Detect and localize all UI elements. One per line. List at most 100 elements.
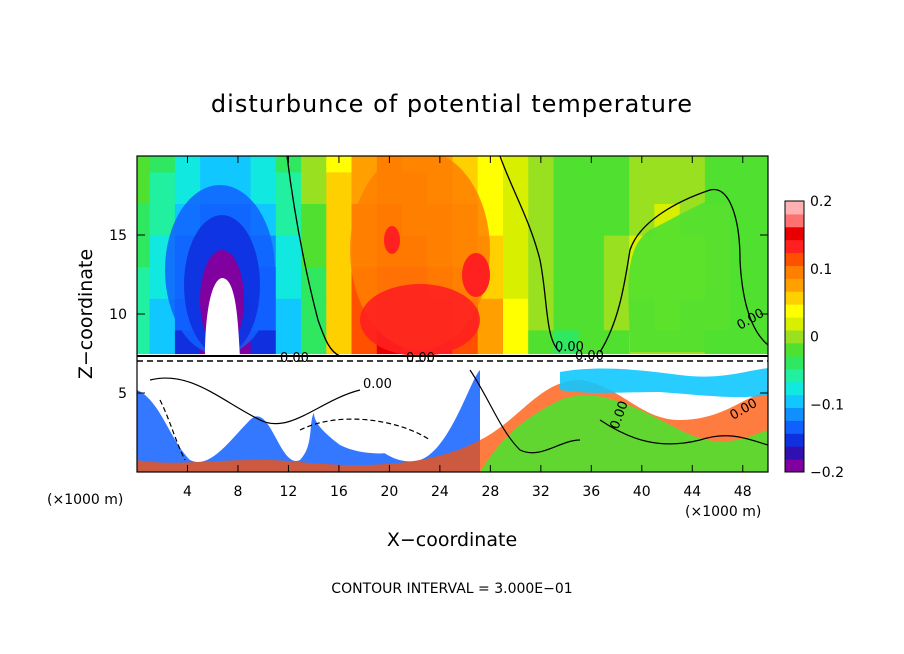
heatmap-cell bbox=[755, 171, 768, 204]
heatmap-cell bbox=[755, 266, 768, 299]
heatmap-cell bbox=[250, 156, 277, 173]
colorbar-segment bbox=[785, 355, 804, 370]
green-region-blob bbox=[628, 197, 768, 352]
x-tick-label: 48 bbox=[734, 484, 752, 500]
heatmap-cell bbox=[326, 235, 353, 268]
colorbar-segment bbox=[785, 420, 804, 434]
contour-interval-note: CONTOUR INTERVAL = 3.000E−01 bbox=[331, 581, 572, 597]
x-tick-label: 8 bbox=[233, 484, 242, 500]
heatmap-cell bbox=[200, 156, 226, 173]
heatmap-cell bbox=[137, 203, 151, 236]
x-axis: 4 8 12 16 20 24 28 32 36 40 44 48 bbox=[183, 156, 752, 500]
colorbar-segment bbox=[785, 278, 804, 292]
heatmap-cell bbox=[503, 329, 529, 355]
heatmap-cell bbox=[553, 171, 580, 204]
contour-label: 0.00 bbox=[363, 377, 392, 392]
x-tick-label: 20 bbox=[380, 484, 398, 500]
x-tick-label: 28 bbox=[481, 484, 499, 500]
colorbar-tick-label: 0.1 bbox=[810, 262, 832, 278]
heatmap-cell bbox=[301, 235, 327, 268]
x-unit-left: (×1000 m) bbox=[47, 492, 123, 508]
heatmap-cell bbox=[477, 329, 504, 355]
contour-label: 0.00 bbox=[406, 351, 435, 366]
heatmap-cell bbox=[553, 203, 580, 236]
zero-contour bbox=[499, 156, 561, 353]
heatmap-cell bbox=[654, 171, 681, 204]
colorbar-segment bbox=[785, 381, 804, 396]
heatmap-cell bbox=[149, 156, 176, 173]
heatmap-cell bbox=[174, 156, 201, 173]
colorbar-tick-label: −0.1 bbox=[810, 397, 844, 413]
plot-area: 0.00 0.00 0.00 0.00 0.00 0.00 0.00 0.00 bbox=[136, 155, 769, 473]
colorbar-segment bbox=[785, 343, 804, 357]
cold-core-blob bbox=[205, 278, 240, 356]
heatmap-cell bbox=[603, 171, 630, 204]
heatmap-cell bbox=[578, 298, 605, 331]
zero-contour bbox=[599, 189, 768, 353]
heatmap-cell bbox=[503, 298, 529, 331]
heatmap-cell bbox=[603, 203, 630, 236]
heatmap-cell bbox=[477, 171, 504, 204]
warm-plume-blob bbox=[360, 284, 480, 356]
heatmap-cell bbox=[603, 329, 630, 355]
colorbar-segment bbox=[785, 201, 804, 215]
heatmap-cell bbox=[553, 156, 580, 173]
chart-title: disturbunce of potential temperature bbox=[211, 90, 693, 118]
heatmap-cell bbox=[553, 298, 580, 331]
contour-label: 0.00 bbox=[555, 340, 584, 355]
heatmap-cell bbox=[679, 156, 706, 173]
heatmap-cell bbox=[755, 156, 768, 173]
colorbar-tick-label: −0.2 bbox=[810, 465, 844, 481]
heatmap-cell bbox=[528, 329, 554, 355]
heatmap-cell bbox=[137, 235, 151, 268]
heatmap-cell bbox=[326, 266, 353, 299]
heatmap-cell bbox=[137, 266, 151, 299]
cyan-band bbox=[560, 368, 768, 398]
x-tick-label: 32 bbox=[532, 484, 550, 500]
heatmap-cell bbox=[149, 203, 176, 236]
heatmap-cell bbox=[477, 298, 504, 331]
heatmap-cell bbox=[225, 156, 252, 173]
x-tick-label: 24 bbox=[431, 484, 449, 500]
heatmap-cell bbox=[528, 235, 554, 268]
heatmap-cell bbox=[629, 156, 655, 173]
contour-line bbox=[469, 369, 581, 454]
heatmap-cell bbox=[149, 329, 176, 355]
colorbar-frame bbox=[784, 200, 805, 473]
x-tick-label: 12 bbox=[280, 484, 298, 500]
heatmap-cell bbox=[503, 171, 529, 204]
heatmap-cell bbox=[149, 171, 176, 204]
heatmap-cell bbox=[275, 171, 302, 204]
contour-line bbox=[149, 377, 361, 425]
colorbar-tick-label: 0 bbox=[810, 330, 819, 346]
x-tick-label: 16 bbox=[330, 484, 348, 500]
heatmap-cell bbox=[528, 171, 554, 204]
x-tick-label: 44 bbox=[683, 484, 701, 500]
heatmap-cell bbox=[654, 156, 681, 173]
heatmap-cell bbox=[679, 171, 706, 204]
warm-plume-blob bbox=[462, 253, 490, 297]
contour-line bbox=[159, 399, 186, 461]
heatmap-cell bbox=[629, 171, 655, 204]
heatmap-cell bbox=[553, 266, 580, 299]
heatmap-cell bbox=[301, 156, 327, 173]
heatmap-cell bbox=[730, 156, 756, 173]
upper-field-features bbox=[165, 156, 768, 356]
heatmap-cell bbox=[755, 235, 768, 268]
colorbar-segment bbox=[785, 394, 804, 408]
heatmap-cell bbox=[730, 171, 756, 204]
heatmap-cell bbox=[603, 266, 630, 299]
colorbar-segment bbox=[785, 252, 804, 266]
contour-line bbox=[299, 418, 431, 441]
x-tick-label: 40 bbox=[633, 484, 651, 500]
heatmap-cell bbox=[326, 203, 353, 236]
colorbar-segment bbox=[785, 239, 804, 254]
x-tick-label: 36 bbox=[582, 484, 600, 500]
white-swirl bbox=[192, 377, 236, 433]
heatmap-cell bbox=[603, 235, 630, 268]
contour-label: 0.00 bbox=[280, 351, 309, 366]
colorbar-segment bbox=[785, 265, 804, 279]
colorbar-segment bbox=[785, 368, 804, 383]
heatmap-cell bbox=[578, 329, 605, 355]
